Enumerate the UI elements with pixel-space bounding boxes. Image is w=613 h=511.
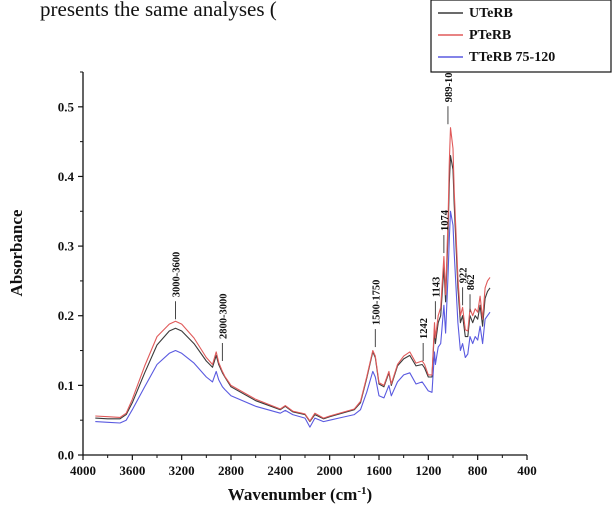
x-tick-label: 3200 — [169, 463, 195, 478]
x-axis-title-main: Wavenumber (cm — [228, 485, 358, 504]
legend-label: TTeRB 75-120 — [469, 50, 555, 65]
top-cropped-text: presents the same analyses ( — [40, 0, 277, 21]
annotation-label: 3000-3600 — [172, 252, 183, 298]
axes-group: 4000 3600 3200 2800 2400 2000 1600 1200 800 400 0.… — [58, 71, 537, 478]
x-tick-label: 1600 — [366, 463, 392, 478]
y-tick-label: 0.5 — [58, 99, 75, 114]
series-line-3 — [95, 210, 491, 428]
x-tick-label: 800 — [468, 463, 488, 478]
annotation-label: 862 — [466, 274, 477, 290]
legend: UTeRB PTeRB TTeRB 75-120 — [430, 0, 612, 73]
x-tick-label: 400 — [517, 463, 537, 478]
x-tick-label: 3600 — [119, 463, 145, 478]
legend-box — [430, 0, 612, 73]
series-line-2 — [95, 127, 491, 422]
legend-label: PTeRB — [469, 28, 511, 43]
y-axis-title: Absorbance — [7, 209, 26, 296]
annotation-label: 2800-3000 — [218, 293, 229, 339]
annotation-label: 989-1041 — [444, 62, 455, 102]
annotation-label: 1242 — [419, 318, 430, 339]
legend-label: UTeRB — [469, 6, 513, 21]
y-tick-label: 0.1 — [58, 378, 74, 393]
x-tick-label: 4000 — [70, 463, 96, 478]
y-tick-label: 0.2 — [58, 308, 74, 323]
x-axis-title-sup: -1 — [357, 485, 366, 497]
series-group — [95, 127, 491, 428]
y-tick-label: 0.4 — [58, 169, 75, 184]
x-tick-label: 2800 — [218, 463, 244, 478]
x-axis-title: Wavenumber (cm-1) — [228, 485, 372, 504]
x-tick-label: 2400 — [267, 463, 293, 478]
annotation-label: 1500-1750 — [371, 280, 382, 326]
y-tick-label: 0.0 — [58, 448, 74, 463]
x-tick-label: 2000 — [317, 463, 343, 478]
annotation-label: 1143 — [431, 277, 442, 297]
y-tick-label: 0.3 — [58, 239, 75, 254]
annotation-label: 1074 — [440, 209, 451, 231]
x-axis-title-close: ) — [367, 485, 373, 504]
x-tick-label: 1200 — [415, 463, 441, 478]
annotations-group: 3000-3600 2800-3000 1500-1750 1242 1143 1074 9… — [172, 62, 477, 361]
annotation-label: 922 — [459, 268, 470, 284]
